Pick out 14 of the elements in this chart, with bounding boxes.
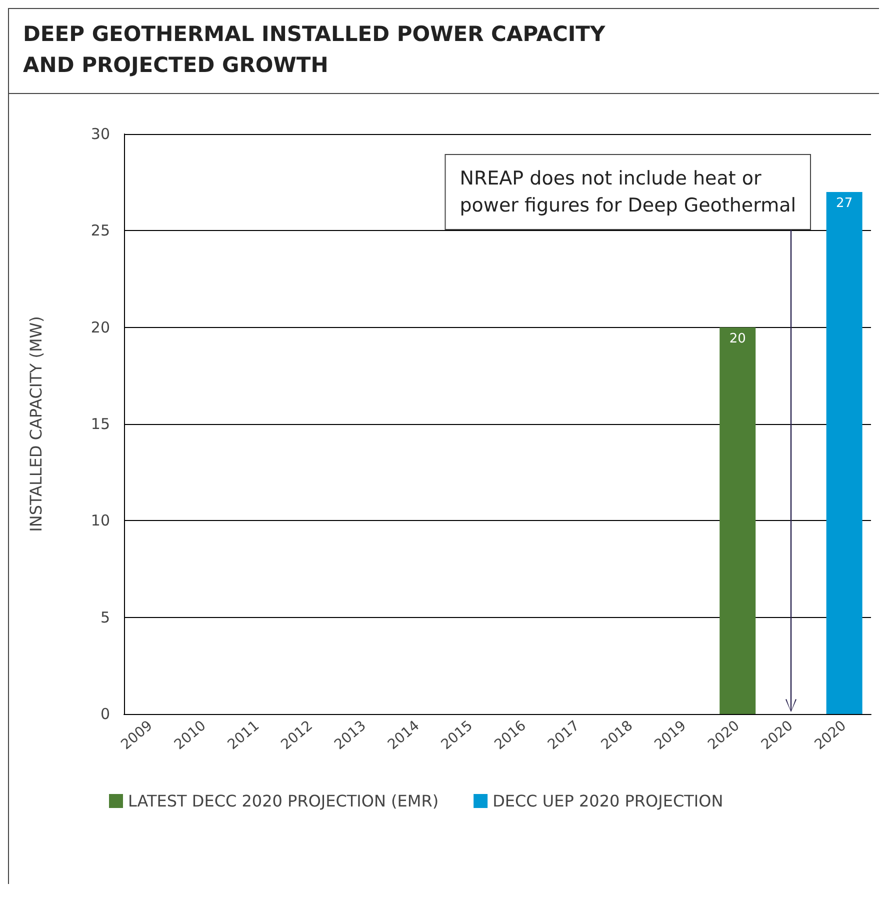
y-tick-label: 5 <box>100 608 110 626</box>
y-tick-label: 10 <box>90 512 110 530</box>
data-label: 27 <box>836 196 853 211</box>
y-tick-label: 30 <box>90 125 110 143</box>
y-tick-label: 20 <box>90 318 110 336</box>
y-tick-label: 0 <box>100 705 110 723</box>
data-label: 20 <box>729 331 746 346</box>
legend-label: LATEST DECC 2020 PROJECTION (EMR) <box>128 792 439 810</box>
annotation: NREAP does not include heat or power figures for Deep Geothermal <box>460 168 796 216</box>
legend-label: DECC UEP 2020 PROJECTION <box>492 792 724 810</box>
y-tick-label: 25 <box>90 222 110 240</box>
y-tick-label: 15 <box>90 415 110 433</box>
chart-title: DEEP GEOTHERMAL INSTALLED POWER CAPACITY AND PROJECTED GROWTH <box>9 9 879 94</box>
y-axis-title: INSTALLED CAPACITY (MW) <box>26 316 46 532</box>
